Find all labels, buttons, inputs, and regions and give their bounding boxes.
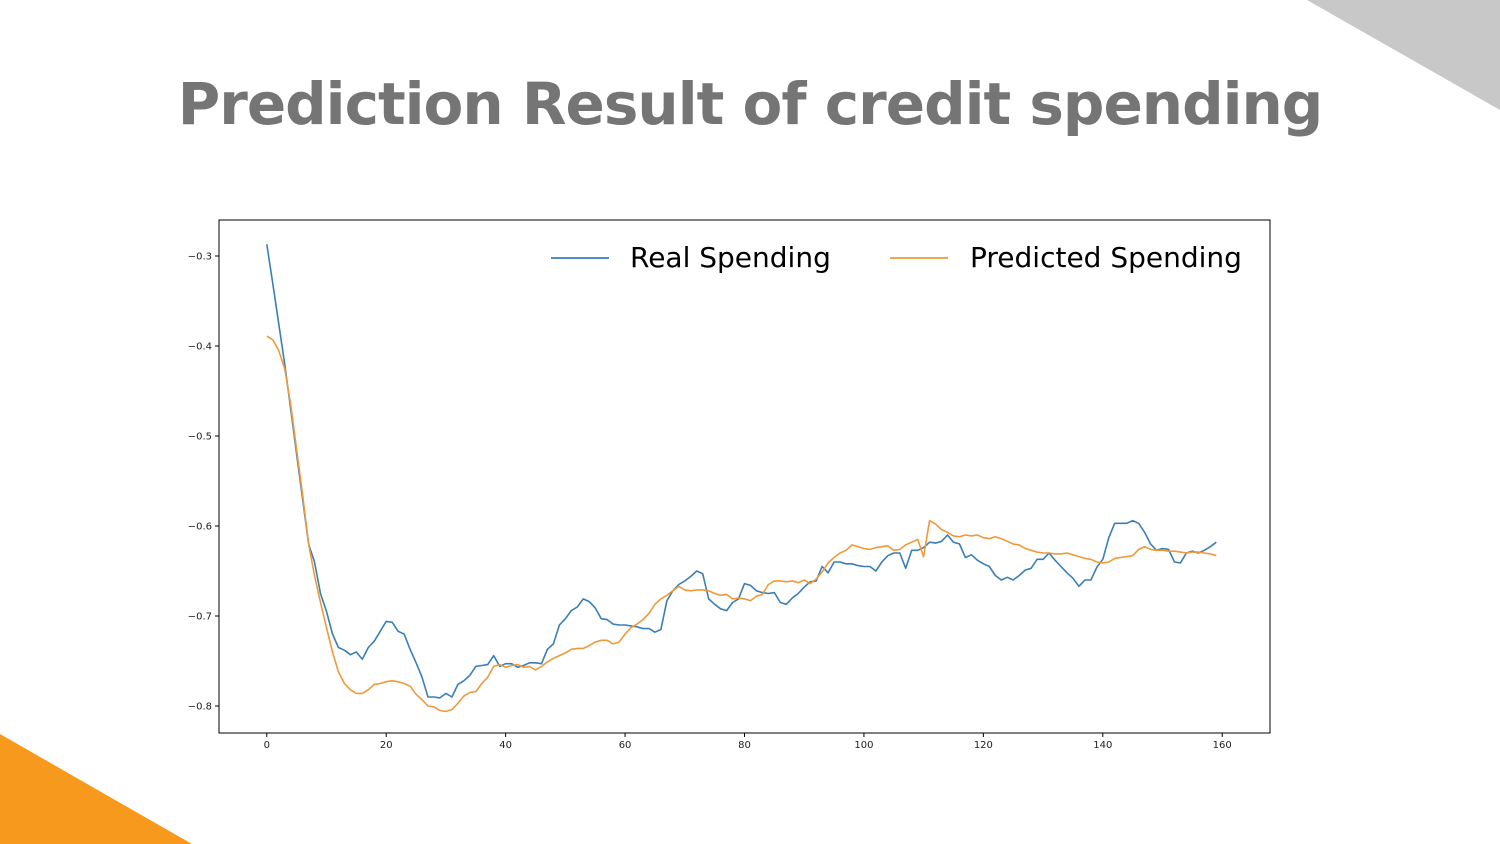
y-tick-label: −0.8 bbox=[188, 702, 212, 713]
plot-area bbox=[266, 244, 1217, 713]
y-tick-label: −0.5 bbox=[188, 432, 212, 443]
x-tick-label: 140 bbox=[1093, 740, 1112, 751]
legend: Real Spending Predicted Spending bbox=[551, 241, 1242, 274]
x-tick-label: 40 bbox=[499, 740, 512, 751]
x-tick-label: 120 bbox=[974, 740, 993, 751]
plot-frame bbox=[218, 219, 1271, 734]
y-tick-label: −0.4 bbox=[188, 342, 212, 353]
y-tick-label: −0.7 bbox=[188, 612, 212, 623]
series-line-0 bbox=[266, 244, 1217, 699]
series-line-1 bbox=[266, 335, 1217, 713]
corner-triangle-orange bbox=[0, 734, 192, 844]
corner-decoration-top-right bbox=[1307, 0, 1500, 110]
x-tick-label: 20 bbox=[380, 740, 393, 751]
corner-triangle-grey bbox=[1307, 0, 1500, 110]
legend-label-0: Real Spending bbox=[630, 241, 831, 274]
x-tick-label: 160 bbox=[1213, 740, 1232, 751]
slide-title: Prediction Result of credit spending bbox=[177, 70, 1324, 138]
y-tick-label: −0.6 bbox=[188, 522, 212, 533]
y-tick-label: −0.3 bbox=[188, 252, 212, 263]
legend-label-1: Predicted Spending bbox=[970, 241, 1242, 274]
x-tick-label: 80 bbox=[738, 740, 751, 751]
x-tick-label: 100 bbox=[854, 740, 873, 751]
axes: 0 20 40 60 80 100 120 140 160 −0.3 −0.4 −0.5 −0.6 −0.… bbox=[188, 219, 1271, 751]
x-tick-label: 60 bbox=[619, 740, 632, 751]
x-tick-label: 0 bbox=[264, 740, 270, 751]
corner-decoration-bottom-left bbox=[0, 734, 192, 844]
